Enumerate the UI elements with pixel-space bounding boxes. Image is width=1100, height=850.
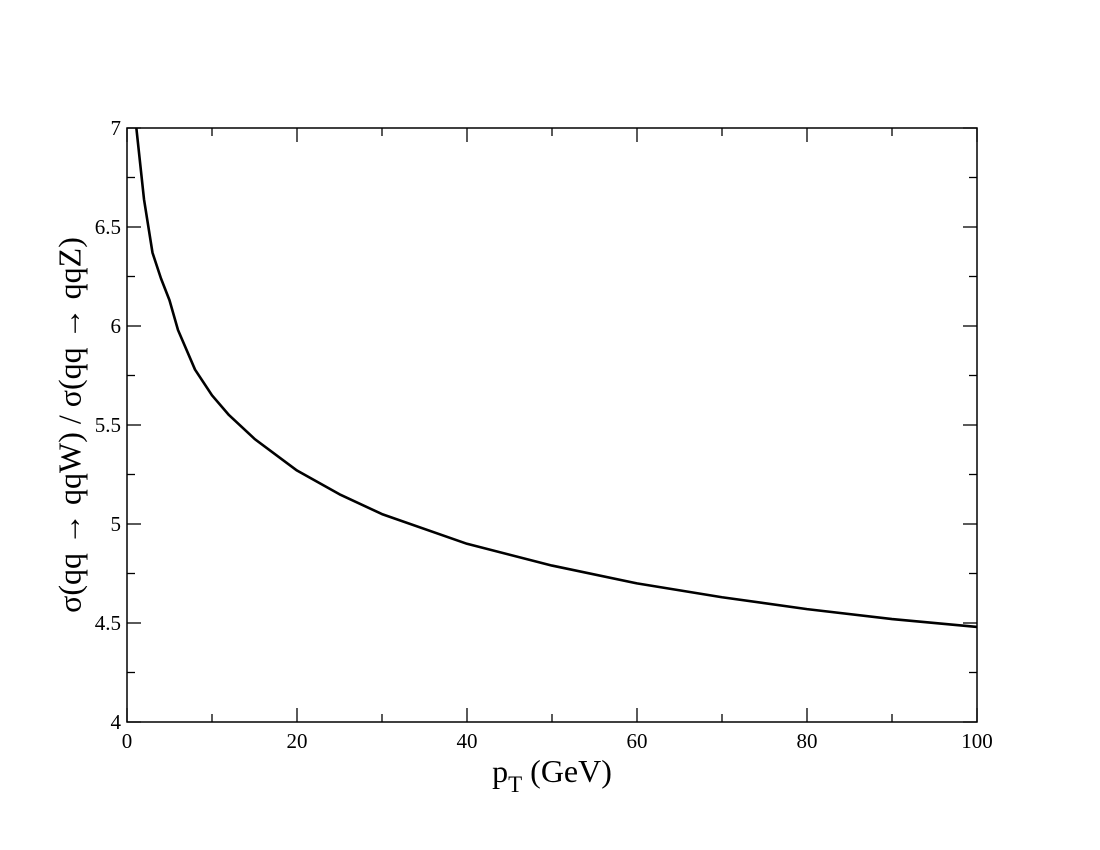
x-label-sub: T — [508, 772, 522, 797]
x-tick-label: 60 — [627, 729, 648, 753]
curve — [135, 127, 978, 629]
y-axis-label: σ(qq → qqW) / σ(qq → qqZ) — [51, 237, 87, 613]
x-tick-label: 100 — [961, 729, 993, 753]
y-tick-label: 6 — [111, 314, 122, 338]
y-tick-label: 7 — [111, 116, 122, 140]
x-tick-label: 40 — [457, 729, 478, 753]
x-label-main: p — [492, 753, 508, 789]
y-tick-label: 4.5 — [95, 611, 121, 635]
y-tick-label: 5.5 — [95, 413, 121, 437]
x-tick-label: 0 — [122, 729, 133, 753]
x-tick-label: 20 — [287, 729, 308, 753]
x-tick-label: 80 — [797, 729, 818, 753]
x-label-unit: (GeV) — [522, 753, 612, 789]
y-tick-label: 5 — [111, 512, 122, 536]
x-axis-label: pT (GeV) — [492, 753, 612, 797]
y-tick-label: 6.5 — [95, 215, 121, 239]
plot-frame — [126, 127, 978, 723]
y-tick-label: 4 — [111, 710, 122, 734]
